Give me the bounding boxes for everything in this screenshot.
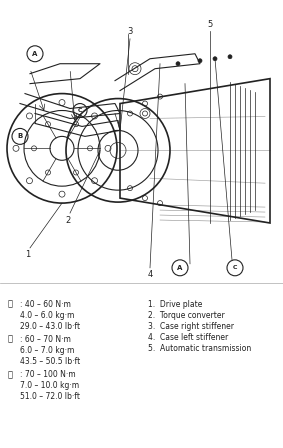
Text: 5: 5 [207,20,213,29]
Text: C: C [233,265,237,270]
Text: A: A [177,265,183,271]
Circle shape [228,55,232,59]
Text: 4.0 – 6.0 kg·m: 4.0 – 6.0 kg·m [20,311,74,320]
Text: 6.0 – 7.0 kg·m: 6.0 – 7.0 kg·m [20,346,74,355]
Text: 3.  Case right stiffener: 3. Case right stiffener [148,322,234,331]
Text: 4.  Case left stiffener: 4. Case left stiffener [148,333,228,342]
Text: : 40 – 60 N·m: : 40 – 60 N·m [20,300,71,309]
Text: B: B [17,134,23,139]
Text: 51.0 – 72.0 lb·ft: 51.0 – 72.0 lb·ft [20,392,80,401]
Circle shape [213,57,217,61]
Text: 2.  Torque converter: 2. Torque converter [148,311,225,320]
Circle shape [198,59,202,63]
Text: 1.  Drive plate: 1. Drive plate [148,300,202,309]
Circle shape [176,62,180,66]
Text: : 60 – 70 N·m: : 60 – 70 N·m [20,335,71,344]
Text: 5.  Automatic transmission: 5. Automatic transmission [148,344,251,353]
Text: : 70 – 100 N·m: : 70 – 100 N·m [20,370,76,379]
Text: Ⓒ: Ⓒ [8,370,13,379]
Text: 4: 4 [147,270,153,279]
Text: 7.0 – 10.0 kg·m: 7.0 – 10.0 kg·m [20,381,79,390]
Text: Ⓑ: Ⓑ [8,335,13,344]
Text: C: C [78,108,82,113]
Text: A: A [32,51,38,57]
Text: 43.5 – 50.5 lb·ft: 43.5 – 50.5 lb·ft [20,357,80,366]
Text: Ⓐ: Ⓐ [8,300,13,309]
Text: 3: 3 [127,27,133,36]
Text: 1: 1 [25,250,31,259]
Text: 29.0 – 43.0 lb·ft: 29.0 – 43.0 lb·ft [20,322,80,331]
Text: 2: 2 [65,216,71,225]
